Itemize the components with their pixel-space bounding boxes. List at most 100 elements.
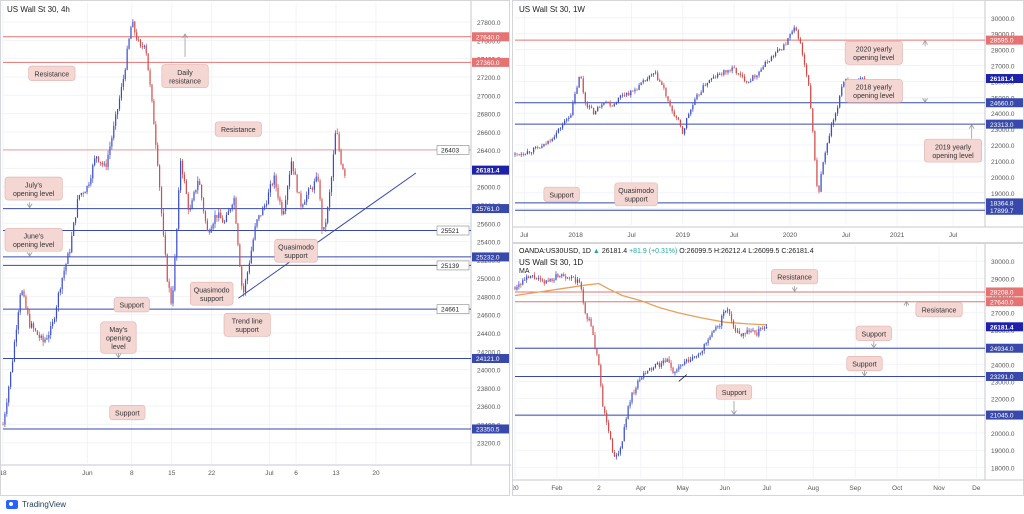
candle-body xyxy=(828,135,830,144)
candle-body xyxy=(306,194,308,202)
ma-legend[interactable]: MA xyxy=(519,268,530,275)
candle-body xyxy=(709,336,711,340)
candle-body xyxy=(57,292,59,307)
y-tick-label: 18000.0 xyxy=(991,465,1015,472)
candle-body xyxy=(531,275,534,277)
candle-body xyxy=(160,187,163,214)
candle-body xyxy=(535,278,538,280)
candle-body xyxy=(723,70,725,75)
candle-body xyxy=(6,402,8,414)
candle-body xyxy=(675,115,677,118)
candle-body xyxy=(204,211,207,221)
candle-body xyxy=(565,276,567,279)
candle-body xyxy=(695,356,698,358)
price-tag-label: 24121.0 xyxy=(476,356,500,363)
candle-body xyxy=(683,128,686,134)
candle-body xyxy=(225,214,228,222)
candle-body xyxy=(561,124,564,129)
candle-body xyxy=(90,178,92,185)
x-tick-label: Jun xyxy=(82,470,93,477)
candle-body xyxy=(516,286,518,290)
arrow-head xyxy=(115,353,122,359)
candle-body xyxy=(598,354,600,366)
candle-body xyxy=(646,78,648,82)
candle-body xyxy=(791,31,793,34)
footer-bar: TradingView xyxy=(0,496,1024,514)
candle-body xyxy=(520,284,522,285)
candle-body xyxy=(281,201,283,215)
candle-body xyxy=(208,230,210,233)
x-tick-label: 8 xyxy=(130,470,134,477)
x-tick-label: 15 xyxy=(168,470,176,477)
candle-body xyxy=(744,333,746,334)
y-tick-label: 27000.0 xyxy=(991,311,1015,318)
tradingview-logo[interactable]: TradingView xyxy=(6,500,66,509)
y-tick-label: 24000.0 xyxy=(477,368,501,375)
candle-body xyxy=(732,320,735,328)
x-tick-label: Sep xyxy=(849,485,861,492)
candle-body xyxy=(692,105,694,110)
candle-body xyxy=(816,160,818,186)
candle-body xyxy=(15,329,17,342)
candle-body xyxy=(644,80,646,82)
price-tag-label: 24934.0 xyxy=(990,346,1014,353)
candle-body xyxy=(279,197,281,202)
candle-body xyxy=(522,280,524,285)
candle-body xyxy=(569,277,571,279)
candle-body xyxy=(260,215,262,217)
candle-body xyxy=(216,214,218,218)
price-tag xyxy=(472,57,509,67)
candle-body xyxy=(594,334,596,349)
candle-body xyxy=(580,282,582,290)
candle-body xyxy=(153,100,155,125)
candle-body xyxy=(553,136,555,139)
candle-body xyxy=(785,44,787,46)
annotation-label: Quasimodo xyxy=(194,287,230,294)
candle-body xyxy=(518,153,520,155)
candle-body xyxy=(596,348,598,355)
candle-body xyxy=(530,152,533,154)
candle-body xyxy=(694,99,696,106)
candle-body xyxy=(760,328,762,330)
candle-body xyxy=(586,103,589,108)
candle-body xyxy=(774,52,777,56)
candle-body xyxy=(136,32,138,40)
candle-body xyxy=(327,207,329,223)
x-tick-label: 2 xyxy=(597,485,601,492)
candle-body xyxy=(756,332,758,336)
candle-body xyxy=(315,176,317,182)
x-tick-label: 2018 xyxy=(568,232,583,239)
annotation-label: opening xyxy=(106,336,131,343)
candle-body xyxy=(32,323,35,329)
candle-body xyxy=(626,92,628,96)
arrow-head xyxy=(968,123,975,129)
chart-canvas-4h[interactable]: 23200.023400.023600.023800.024000.024200… xyxy=(1,1,511,497)
candle-body xyxy=(264,205,266,208)
candle-body xyxy=(606,413,608,423)
candle-body xyxy=(292,161,294,172)
open-value: O:26099.5 xyxy=(679,248,712,255)
candle-body xyxy=(617,453,619,456)
candle-body xyxy=(729,70,731,72)
candle-body xyxy=(17,312,19,330)
candle-body xyxy=(311,188,314,190)
annotation-box xyxy=(214,121,262,137)
annotation-box xyxy=(190,281,234,306)
candle-body xyxy=(699,353,701,355)
candle-body xyxy=(149,70,151,85)
candle-body xyxy=(710,78,713,81)
candle-body xyxy=(162,213,165,236)
chart-canvas-1d[interactable]: 18000.019000.020000.021000.022000.023000… xyxy=(513,244,1024,497)
candle-body xyxy=(604,406,606,414)
y-tick-label: 27600.0 xyxy=(477,38,501,45)
x-tick-label: Oct xyxy=(892,485,902,492)
candle-body xyxy=(288,174,291,187)
candles xyxy=(514,271,768,460)
candle-body xyxy=(764,327,766,329)
candle-body xyxy=(754,75,756,78)
candle-body xyxy=(689,359,692,362)
x-tick-label: Jul xyxy=(762,485,771,492)
annotation-label: Support xyxy=(115,411,140,418)
chart-canvas-1w[interactable]: 18000.019000.020000.021000.022000.023000… xyxy=(513,1,1024,244)
candle-body xyxy=(736,330,738,332)
